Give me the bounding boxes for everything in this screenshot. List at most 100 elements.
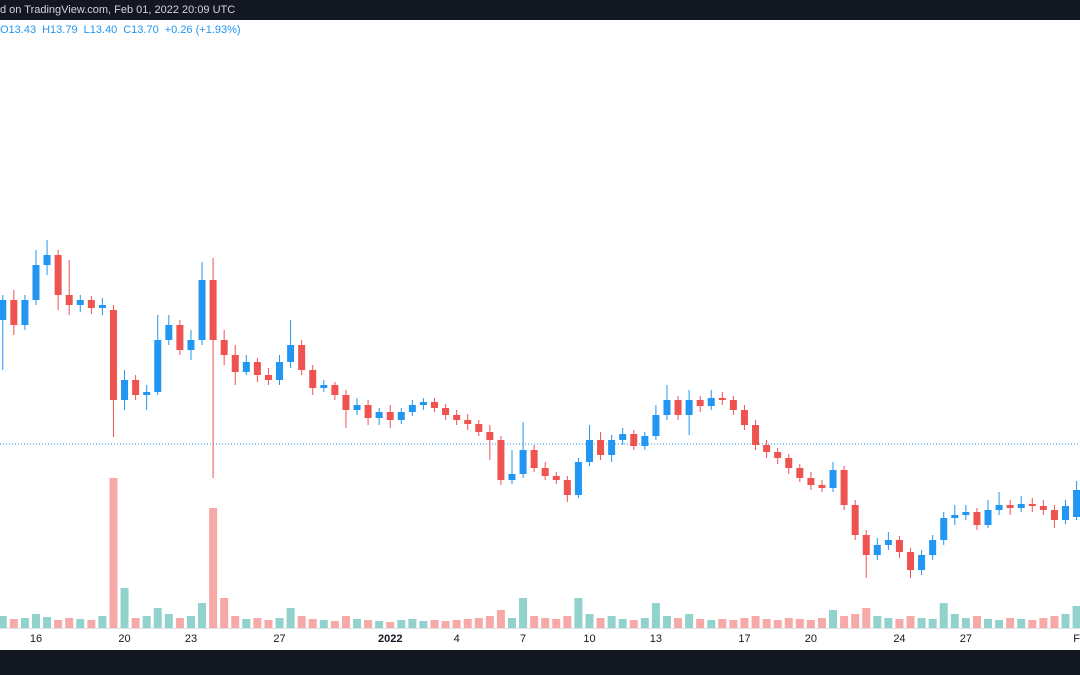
candle-body [829, 470, 837, 488]
volume-bar [397, 620, 406, 628]
volume-bar [242, 619, 251, 628]
volume-bar [806, 620, 815, 628]
volume-bar [308, 619, 317, 628]
volume-bar [995, 620, 1004, 628]
volume-bar [209, 508, 218, 628]
candle-body [87, 300, 95, 308]
volume-bar [862, 608, 871, 628]
candle-body [43, 255, 51, 265]
volume-bar [319, 620, 328, 628]
volume-bar [552, 619, 561, 628]
volume-bar [530, 616, 539, 628]
candle-body [464, 420, 472, 424]
x-tick-label: F [1073, 633, 1080, 645]
volume-bar [585, 614, 594, 628]
volume-bar [496, 610, 505, 628]
candle-body [574, 462, 582, 495]
volume-bar [76, 619, 85, 628]
candle-body [65, 295, 73, 305]
volume-bar [817, 618, 826, 628]
volume-bar [928, 619, 937, 628]
candle-body [21, 300, 29, 325]
volume-bar [20, 618, 29, 628]
candle-body [718, 398, 726, 400]
volume-bar [662, 616, 671, 628]
candle-body [209, 280, 217, 340]
volume-bar [164, 614, 173, 628]
x-tick-label: 17 [738, 633, 750, 645]
candle-body [353, 405, 361, 410]
volume-bar [452, 620, 461, 628]
candle-body [951, 515, 959, 518]
candle-body [652, 415, 660, 436]
volume-bar [972, 616, 981, 628]
volume-bar [829, 610, 838, 628]
candle-body [851, 505, 859, 535]
x-tick-label: 23 [185, 633, 197, 645]
candle-body [342, 395, 350, 410]
candle-body [752, 425, 760, 445]
x-tick-label: 27 [960, 633, 972, 645]
volume-bar [939, 603, 948, 628]
volume-bar [131, 618, 140, 628]
candle-body [298, 345, 306, 370]
candle-body [862, 535, 870, 555]
candle-body [121, 380, 129, 400]
volume-bar [1028, 620, 1037, 628]
volume-bar [718, 619, 727, 628]
candle-body [176, 325, 184, 350]
ohlc-value: L13.40 [84, 24, 118, 36]
volume-bar [186, 616, 195, 628]
volume-bar [386, 622, 395, 628]
candle-body [0, 300, 7, 320]
volume-bar [696, 619, 705, 628]
volume-bar [651, 603, 660, 628]
candle-body [220, 340, 228, 355]
candle-body [729, 400, 737, 410]
volume-bar [884, 618, 893, 628]
volume-bar [507, 618, 516, 628]
candle-body [984, 510, 992, 525]
volume-bar [353, 619, 362, 628]
candle-body [231, 355, 239, 372]
candle-body [907, 552, 915, 570]
ohlc-value: H13.79 [42, 24, 77, 36]
candle-body [331, 385, 339, 395]
candle-body [973, 512, 981, 525]
volume-bar [751, 616, 760, 628]
volume-bar [906, 616, 915, 628]
candle-body [940, 518, 948, 540]
volume-bar [408, 619, 417, 628]
x-tick-label: 2022 [378, 633, 402, 645]
volume-bar [43, 617, 52, 628]
volume-bar [231, 616, 240, 628]
candle-body [54, 255, 62, 295]
candle-body [364, 405, 372, 418]
volume-bar [917, 618, 926, 628]
volume-bar [950, 614, 959, 628]
volume-bar [1039, 618, 1048, 628]
candle-body [674, 400, 682, 415]
candle-body [1050, 510, 1058, 520]
candle-body [442, 408, 450, 415]
candle-body [663, 400, 671, 415]
volume-bar [9, 619, 18, 628]
candle-body [1006, 505, 1014, 508]
volume-bar [87, 620, 96, 628]
candle-body [818, 485, 826, 488]
ohlc-value: C13.70 [123, 24, 158, 36]
x-tick-label: 13 [650, 633, 662, 645]
volume-bar [851, 614, 860, 628]
candle-body [685, 400, 693, 415]
bottom-bar [0, 650, 1080, 675]
candle-body [386, 412, 394, 420]
volume-bar [674, 618, 683, 628]
candle-body [519, 450, 527, 474]
volume-bar [485, 616, 494, 628]
volume-bar [1006, 618, 1015, 628]
candle-body [1061, 506, 1069, 520]
volume-bar [541, 618, 550, 628]
candle-body [10, 300, 18, 325]
